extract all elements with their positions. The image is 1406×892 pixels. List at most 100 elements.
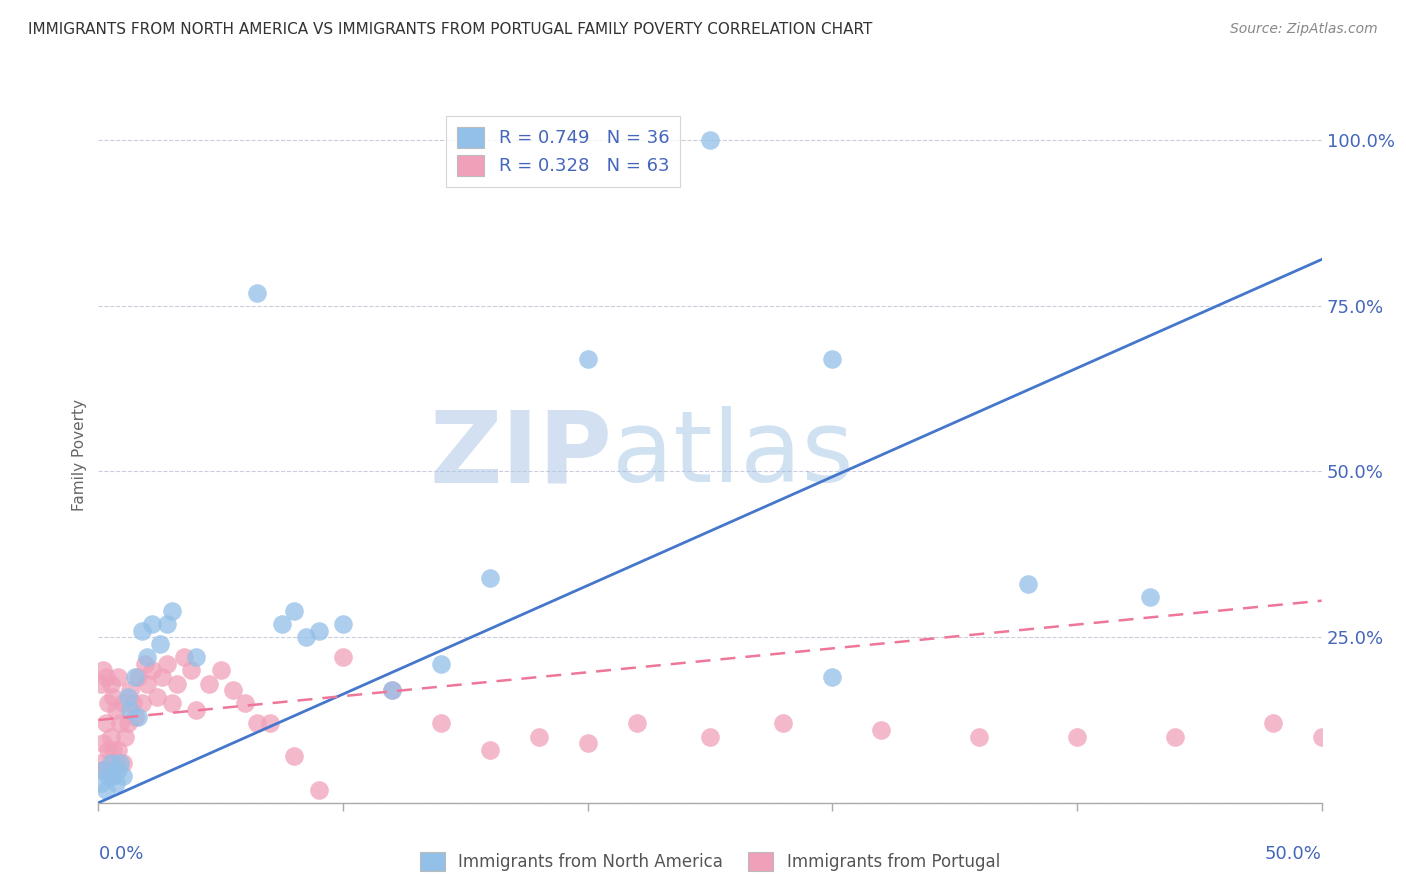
- Point: [821, 351, 844, 366]
- Point: [156, 657, 179, 671]
- Point: [117, 716, 139, 731]
- Point: [141, 663, 163, 677]
- Point: [626, 716, 648, 731]
- Text: IMMIGRANTS FROM NORTH AMERICA VS IMMIGRANTS FROM PORTUGAL FAMILY POVERTY CORRELA: IMMIGRANTS FROM NORTH AMERICA VS IMMIGRA…: [28, 22, 873, 37]
- Point: [209, 663, 232, 677]
- Point: [100, 756, 122, 770]
- Point: [134, 657, 156, 671]
- Point: [527, 730, 550, 744]
- Point: [699, 730, 721, 744]
- Point: [90, 776, 112, 790]
- Point: [173, 650, 195, 665]
- Point: [117, 690, 139, 704]
- Point: [381, 683, 404, 698]
- Point: [222, 683, 245, 698]
- Point: [699, 133, 721, 147]
- Point: [332, 616, 354, 631]
- Point: [136, 676, 159, 690]
- Point: [186, 703, 208, 717]
- Text: Source: ZipAtlas.com: Source: ZipAtlas.com: [1230, 22, 1378, 37]
- Point: [283, 749, 305, 764]
- Point: [1164, 730, 1187, 744]
- Point: [101, 769, 124, 783]
- Point: [100, 730, 122, 744]
- Point: [121, 697, 143, 711]
- Point: [246, 716, 269, 731]
- Point: [308, 782, 330, 797]
- Point: [107, 670, 129, 684]
- Point: [110, 756, 132, 770]
- Point: [576, 736, 599, 750]
- Point: [94, 670, 117, 684]
- Point: [111, 769, 134, 783]
- Point: [821, 670, 844, 684]
- Point: [107, 743, 129, 757]
- Point: [150, 670, 173, 684]
- Point: [576, 351, 599, 366]
- Point: [283, 604, 305, 618]
- Point: [166, 676, 188, 690]
- Point: [110, 716, 132, 731]
- Point: [124, 670, 146, 684]
- Point: [90, 756, 112, 770]
- Point: [91, 763, 114, 777]
- Point: [967, 730, 990, 744]
- Point: [97, 697, 120, 711]
- Point: [90, 676, 112, 690]
- Point: [94, 782, 117, 797]
- Point: [332, 650, 354, 665]
- Text: atlas: atlas: [612, 407, 853, 503]
- Point: [91, 736, 114, 750]
- Point: [131, 624, 153, 638]
- Point: [104, 703, 127, 717]
- Point: [430, 716, 453, 731]
- Point: [100, 769, 122, 783]
- Point: [1066, 730, 1088, 744]
- Point: [160, 697, 183, 711]
- Point: [1310, 730, 1333, 744]
- Point: [381, 683, 404, 698]
- Text: ZIP: ZIP: [429, 407, 612, 503]
- Point: [430, 657, 453, 671]
- Point: [131, 697, 153, 711]
- Point: [120, 703, 142, 717]
- Point: [107, 763, 129, 777]
- Y-axis label: Family Poverty: Family Poverty: [72, 399, 87, 511]
- Legend: Immigrants from North America, Immigrants from Portugal: Immigrants from North America, Immigrant…: [413, 846, 1007, 878]
- Point: [111, 756, 134, 770]
- Point: [91, 763, 114, 777]
- Point: [197, 676, 219, 690]
- Point: [101, 690, 124, 704]
- Point: [308, 624, 330, 638]
- Point: [478, 743, 501, 757]
- Point: [149, 637, 172, 651]
- Point: [127, 709, 149, 723]
- Point: [97, 769, 120, 783]
- Point: [136, 650, 159, 665]
- Point: [1017, 577, 1039, 591]
- Point: [186, 650, 208, 665]
- Point: [114, 730, 136, 744]
- Point: [1139, 591, 1161, 605]
- Point: [101, 743, 124, 757]
- Text: 50.0%: 50.0%: [1265, 845, 1322, 863]
- Point: [478, 570, 501, 584]
- Point: [295, 630, 318, 644]
- Point: [246, 285, 269, 300]
- Point: [772, 716, 794, 731]
- Point: [120, 683, 142, 698]
- Point: [104, 756, 127, 770]
- Point: [160, 604, 183, 618]
- Point: [91, 663, 114, 677]
- Point: [94, 716, 117, 731]
- Point: [1261, 716, 1284, 731]
- Point: [156, 616, 179, 631]
- Point: [111, 697, 134, 711]
- Point: [124, 709, 146, 723]
- Text: 0.0%: 0.0%: [98, 845, 143, 863]
- Point: [259, 716, 281, 731]
- Point: [233, 697, 256, 711]
- Point: [104, 776, 127, 790]
- Point: [180, 663, 202, 677]
- Point: [97, 743, 120, 757]
